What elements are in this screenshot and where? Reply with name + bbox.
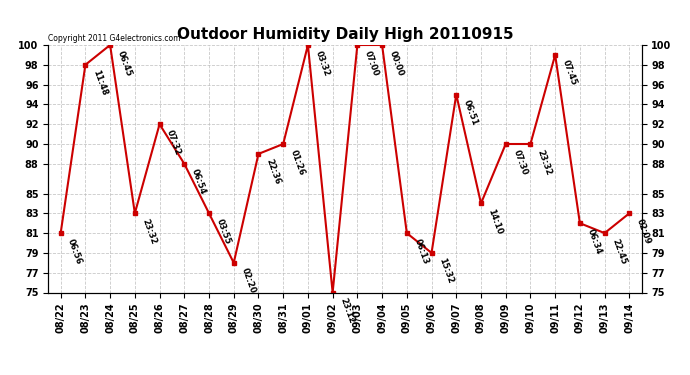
Text: 11:48: 11:48 [91,69,108,97]
Text: 01:26: 01:26 [288,148,306,176]
Text: 22:36: 22:36 [264,158,282,186]
Text: 23:32: 23:32 [536,148,553,176]
Text: 06:45: 06:45 [116,49,133,77]
Text: 07:00: 07:00 [363,49,380,77]
Text: 07:32: 07:32 [165,128,183,156]
Text: 22:45: 22:45 [610,237,628,266]
Text: 03:55: 03:55 [215,217,232,246]
Text: 00:00: 00:00 [388,49,405,77]
Text: 07:30: 07:30 [511,148,529,176]
Text: 06:51: 06:51 [462,99,480,127]
Text: 02:20: 02:20 [239,267,257,295]
Text: 23:12: 23:12 [338,297,356,325]
Text: 14:10: 14:10 [486,208,504,236]
Text: 03:32: 03:32 [313,49,331,77]
Text: 06:54: 06:54 [190,168,208,196]
Text: 06:56: 06:56 [66,237,83,266]
Text: 06:13: 06:13 [413,237,430,266]
Text: 02:09: 02:09 [635,217,653,246]
Text: 06:34: 06:34 [585,227,603,255]
Text: Copyright 2011 G4electronics.com: Copyright 2011 G4electronics.com [48,33,181,42]
Text: 23:32: 23:32 [140,217,158,246]
Title: Outdoor Humidity Daily High 20110915: Outdoor Humidity Daily High 20110915 [177,27,513,42]
Text: 07:45: 07:45 [561,59,578,87]
Text: 15:32: 15:32 [437,257,455,285]
